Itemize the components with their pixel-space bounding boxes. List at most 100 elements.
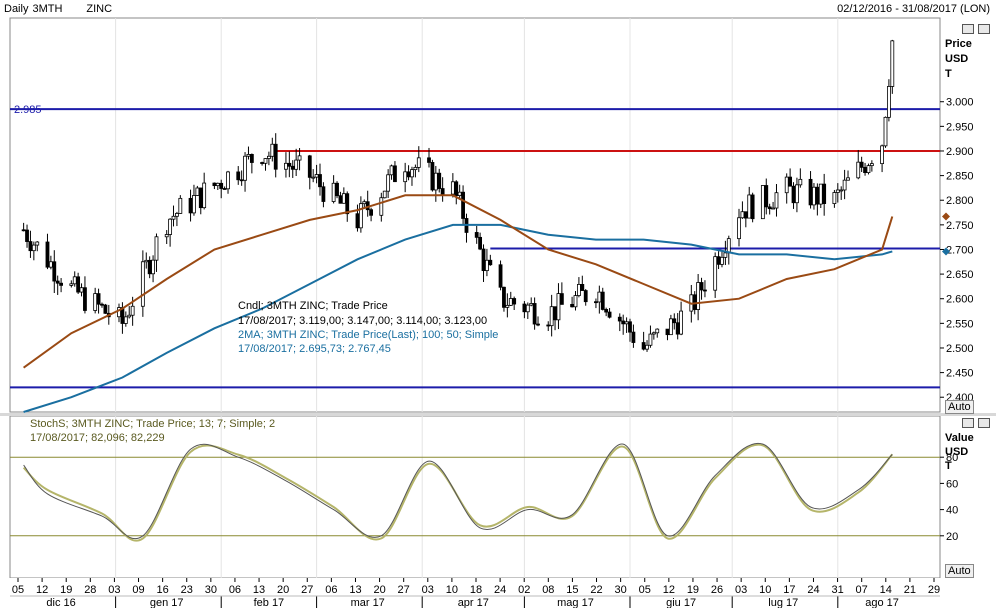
x-tick-label: 27	[301, 584, 313, 596]
x-tick-label: 10	[759, 584, 771, 596]
restore-panel-button[interactable]	[962, 24, 974, 34]
stoch-y-tick-label: 40	[946, 505, 958, 517]
price-info-line-1: 17/08/2017; 3.119,00; 3.147,00; 3.114,00…	[238, 315, 487, 327]
candle-body	[726, 238, 731, 254]
candle-body	[699, 282, 704, 291]
candle-body	[604, 309, 609, 313]
candle-body	[559, 293, 564, 305]
stoch-k-line	[23, 442, 893, 539]
candle-body	[440, 188, 445, 195]
x-tick-label: 06	[325, 584, 337, 596]
price-info-line-0: Cndl; 3MTH ZINC; Trade Price	[238, 300, 388, 312]
candle-body	[549, 306, 554, 327]
candle-body	[737, 217, 741, 240]
candle-body	[410, 169, 414, 178]
candle-body	[267, 155, 271, 159]
candle-body	[716, 256, 721, 265]
x-tick-label: 07	[856, 584, 868, 596]
candle-body	[28, 241, 33, 252]
candle-body	[427, 157, 431, 163]
candle-body	[808, 178, 813, 206]
price-info-line-3: 17/08/2017; 2.695,73; 2.767,45	[238, 343, 391, 355]
candle-body	[795, 184, 799, 204]
x-month-label: mag 17	[557, 597, 594, 608]
x-tick-label: 13	[253, 584, 265, 596]
candle-body	[379, 197, 384, 216]
candle-body	[485, 259, 489, 272]
candle-body	[393, 165, 397, 183]
candle-body	[798, 178, 803, 186]
candle-body	[822, 183, 827, 204]
price-auto-button[interactable]: Auto	[945, 400, 974, 414]
candle-body	[362, 201, 367, 205]
close-panel-button[interactable]	[978, 24, 990, 34]
candle-body	[842, 179, 847, 191]
candle-body	[498, 264, 503, 288]
candle-body	[760, 185, 765, 220]
restore-stoch-panel-button[interactable]	[962, 418, 974, 428]
candle-body	[314, 174, 319, 178]
candle-body	[474, 232, 479, 238]
candle-body	[750, 194, 755, 220]
price-y-tick-label: 2.500	[946, 343, 974, 355]
candle-body	[577, 284, 581, 296]
candle-body	[175, 213, 179, 217]
candle-body	[226, 171, 230, 190]
x-month-label: dic 16	[46, 597, 75, 608]
candle-body	[846, 177, 850, 181]
candle-body	[525, 304, 530, 313]
candle-body	[764, 185, 769, 208]
candle-body	[835, 189, 840, 193]
candle-body	[386, 174, 391, 192]
stoch-unit-label: Value	[945, 432, 974, 444]
x-axis-area	[0, 578, 996, 608]
x-tick-label: 30	[615, 584, 627, 596]
x-tick-label: 12	[36, 584, 48, 596]
candle-body	[887, 86, 891, 118]
candle-body	[774, 192, 779, 209]
candle-body	[522, 303, 527, 313]
candle-body	[59, 282, 63, 286]
x-tick-label: 15	[566, 584, 578, 596]
candle-body	[641, 342, 646, 350]
x-month-label: mar 17	[351, 597, 385, 608]
candle-body	[249, 154, 254, 163]
candle-body	[655, 328, 660, 334]
candle-body	[679, 310, 683, 335]
candle-body	[713, 256, 718, 291]
candle-body	[311, 176, 316, 179]
candle-body	[178, 197, 183, 214]
candle-body	[594, 301, 598, 304]
candle-body	[839, 189, 844, 192]
stoch-auto-button[interactable]: Auto	[945, 564, 974, 578]
ma50-line	[23, 194, 894, 369]
candle-body	[703, 289, 707, 292]
close-stoch-panel-button[interactable]	[978, 418, 990, 428]
candle-body	[35, 241, 40, 246]
candle-body	[164, 234, 169, 238]
x-tick-label: 24	[494, 584, 506, 596]
candle-body	[25, 229, 29, 242]
candle-body	[355, 213, 360, 229]
candle-body	[723, 252, 728, 258]
stoch-info-line-0: StochS; 3MTH ZINC; Trade Price; 13; 7; S…	[30, 418, 275, 430]
candle-body	[140, 261, 145, 307]
candle-body	[69, 283, 74, 286]
candle-body	[791, 185, 796, 204]
candle-body	[168, 218, 173, 235]
price-plot-area	[9, 17, 941, 413]
price-y-tick-label: 3.000	[946, 97, 974, 109]
candle-body	[287, 162, 292, 167]
candle-body	[45, 241, 50, 268]
candle-body	[290, 165, 295, 170]
candle-body	[144, 259, 149, 263]
x-tick-label: 20	[373, 584, 385, 596]
candle-body	[832, 192, 837, 204]
candle-body	[52, 261, 57, 282]
candle-body	[76, 276, 81, 293]
candle-body	[645, 344, 649, 350]
x-month-label: apr 17	[458, 597, 489, 608]
candle-body	[103, 304, 108, 314]
x-tick-label: 06	[229, 584, 241, 596]
